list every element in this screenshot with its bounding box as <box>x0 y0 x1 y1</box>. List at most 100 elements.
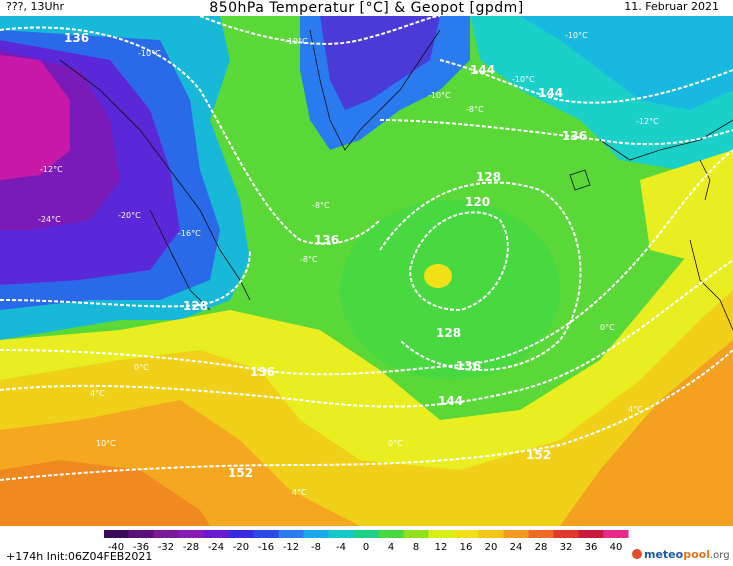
temp-label: 0°C <box>388 439 403 448</box>
isoline-120-center <box>409 211 509 312</box>
temp-area-greenland-core <box>320 16 440 110</box>
geopot-label: 152 <box>526 448 551 462</box>
isoline-128-center <box>379 181 582 371</box>
temp-label: -20°C <box>118 211 141 220</box>
legend-label: -36 <box>133 542 149 551</box>
legend-label: 40 <box>610 542 623 551</box>
legend-swatches <box>104 530 629 538</box>
temp-area-northeast-cyan <box>520 16 733 110</box>
legend-labels: -40 -36 -32 -28 -24 -20 -16 -12 -8 -4 0 4 8 12 16 20 24 2… <box>108 542 623 551</box>
legend-label: 0 <box>363 542 369 551</box>
coastline-europe <box>689 239 733 331</box>
geopot-label: 144 <box>470 63 495 77</box>
geopot-label: 120 <box>465 195 490 209</box>
temp-label: -8°C <box>312 201 330 210</box>
legend-label: -8 <box>311 542 321 551</box>
isoline-152-south <box>0 349 733 481</box>
geopot-label: 128 <box>476 170 501 184</box>
legend-swatch <box>203 530 229 538</box>
temp-label: -8°C <box>466 105 484 114</box>
legend-swatch <box>553 530 579 538</box>
geopot-label-group: 136 136 136 136 144 144 128 120 128 128 … <box>64 31 587 480</box>
temp-label: 0°C <box>600 323 615 332</box>
legend-swatch <box>403 530 429 538</box>
legend-label: 12 <box>435 542 448 551</box>
legend-label: -24 <box>208 542 224 551</box>
legend-swatch <box>578 530 604 538</box>
legend-label: 36 <box>585 542 598 551</box>
temp-area-orange-southeast <box>560 340 733 526</box>
temp-label: 0°C <box>134 363 149 372</box>
legend-swatch <box>178 530 204 538</box>
meteopool-logo[interactable]: meteopool.org <box>632 548 730 561</box>
legend-swatch <box>328 530 354 538</box>
coastline-iceland <box>569 169 591 191</box>
legend-swatch <box>528 530 554 538</box>
legend-swatch <box>278 530 304 538</box>
legend-label: 8 <box>413 542 419 551</box>
temp-label: -8°C <box>300 255 318 264</box>
temp-area-east-yellow <box>640 150 733 260</box>
logo-text-pool: pool <box>683 548 710 561</box>
temp-label-group: -24°C -20°C -16°C -12°C -10°C -10°C -10°… <box>38 31 659 497</box>
temperature-color-scale: -40 -36 -32 -28 -24 -20 -16 -12 -8 -4 0 4 8 12 16 20 24 2… <box>104 530 629 551</box>
temp-label: 4°C <box>90 389 105 398</box>
legend-label: 20 <box>485 542 498 551</box>
isoline-136-west <box>0 26 381 245</box>
header-date: 11. Februar 2021 <box>624 0 719 13</box>
coastline-greenland <box>309 29 441 151</box>
geopot-label: 136 <box>562 129 587 143</box>
legend-swatch <box>153 530 179 538</box>
coastline-canada <box>59 59 251 301</box>
coastline-britain <box>699 159 711 201</box>
coastline-labrador <box>149 209 211 311</box>
legend-label: -20 <box>233 542 249 551</box>
legend-label: 24 <box>510 542 523 551</box>
temp-label: -10°C <box>512 75 535 84</box>
legend-label: 4 <box>388 542 394 551</box>
temp-area-orange-southwest <box>0 460 210 526</box>
isoline-136-south <box>0 149 733 376</box>
header-init-time: ???, 13Uhr <box>6 0 65 13</box>
legend-swatch <box>378 530 404 538</box>
temp-area-low-center <box>340 200 560 380</box>
geopot-label: 152 <box>228 466 253 480</box>
legend-swatch <box>428 530 454 538</box>
legend-label: -16 <box>258 542 274 551</box>
legend-swatch <box>453 530 479 538</box>
legend-swatch <box>128 530 154 538</box>
map-title: 850hPa Temperatur [°C] & Geopot [gpdm] <box>209 0 524 16</box>
logo-text-org: .org <box>709 550 730 561</box>
weather-map: -24°C -20°C -16°C -12°C -10°C -10°C -10°… <box>0 16 733 526</box>
forecast-run-info: +174h Init:06Z04FEB2021 <box>6 550 153 563</box>
legend-label: -4 <box>336 542 346 551</box>
legend-swatch <box>303 530 329 538</box>
temp-area-magenta-west <box>0 55 70 180</box>
geopot-label: 144 <box>538 86 563 100</box>
legend-label: -32 <box>158 542 174 551</box>
coastlines <box>59 29 733 331</box>
legend-swatch <box>603 530 629 538</box>
temp-label: 4°C <box>292 488 307 497</box>
temp-label: -10°C <box>565 31 588 40</box>
legend-swatch <box>228 530 254 538</box>
geopot-label: 136 <box>250 365 275 379</box>
logo-dot-icon <box>632 549 642 559</box>
geopot-label: 136 <box>456 359 481 373</box>
legend-label: 16 <box>460 542 473 551</box>
temp-label: 4°C <box>628 405 643 414</box>
temp-label: 10°C <box>96 439 116 448</box>
legend-label: 28 <box>535 542 548 551</box>
temp-label: -10°C <box>428 91 451 100</box>
coastline-scandinavia <box>599 119 733 161</box>
legend-swatch <box>353 530 379 538</box>
temp-label: -10°C <box>138 49 161 58</box>
legend-swatch <box>478 530 504 538</box>
isoline-144-south <box>0 259 733 408</box>
legend-label: -40 <box>108 542 124 551</box>
geopot-label: 128 <box>183 299 208 313</box>
isoline-144-north <box>439 59 733 104</box>
temp-label: -16°C <box>178 229 201 238</box>
logo-text-meteo: meteo <box>644 548 684 561</box>
geopot-label: 136 <box>64 31 89 45</box>
